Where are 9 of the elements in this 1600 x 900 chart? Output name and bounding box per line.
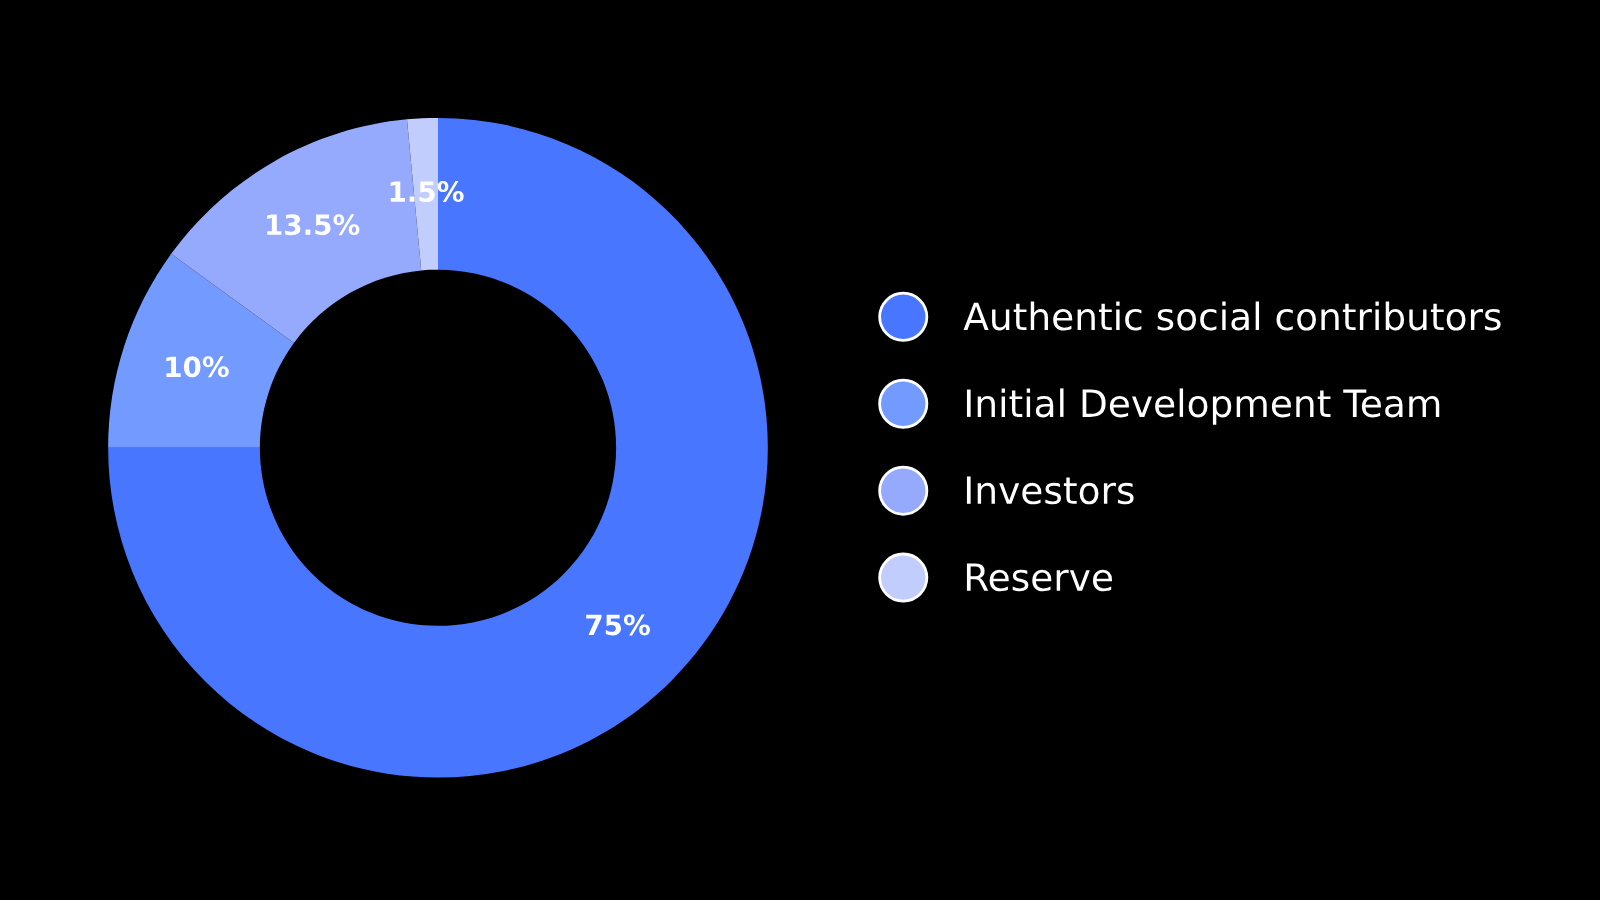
legend-label: Initial Development Team bbox=[966, 388, 1440, 425]
data-label: 13.5% bbox=[267, 214, 360, 236]
data-label: 10% bbox=[166, 356, 229, 378]
donut-slice bbox=[108, 253, 294, 448]
legend-label: Authentic social contributors bbox=[963, 301, 1501, 331]
legend-label: Investors bbox=[966, 476, 1134, 505]
donut-slice bbox=[108, 117, 768, 778]
data-label: 75% bbox=[586, 614, 650, 636]
legend-label: Reserve bbox=[966, 563, 1112, 592]
